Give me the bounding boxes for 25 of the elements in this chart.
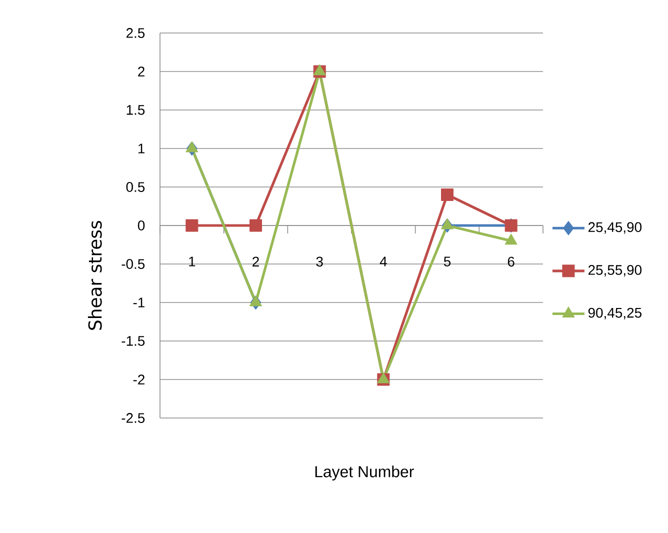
y-tick-label: -1 (133, 298, 144, 308)
legend-label: 25,55,90 (588, 265, 642, 277)
y-tick-label: -2 (133, 374, 144, 384)
x-tick-label: 1 (189, 256, 196, 266)
legend-label: 25,45,90 (588, 222, 642, 234)
x-axis-title: Layet Number (315, 466, 414, 480)
y-tick-label: 1.5 (126, 105, 145, 115)
x-tick-label: 6 (508, 256, 514, 267)
y-tick-label: -1.5 (122, 336, 145, 346)
y-tick-label: 1 (138, 144, 144, 154)
point (441, 188, 454, 201)
point (186, 219, 198, 232)
x-tick-label: 4 (380, 256, 387, 266)
y-tick-label: 2.5 (126, 28, 145, 38)
y-tick-label: 0 (138, 220, 145, 230)
y-tick-label: -2.5 (122, 413, 145, 423)
legend-label: 90,45,25 (588, 308, 642, 320)
x-tick-label: 5 (444, 256, 451, 266)
y-axis-title: Shear stress (88, 220, 102, 330)
y-tick-label: 0.5 (126, 182, 145, 192)
y-tick-label: -0.5 (122, 259, 145, 269)
x-tick-label: 2 (252, 256, 259, 266)
y-tick-label: 2 (138, 66, 144, 76)
point (250, 219, 262, 232)
x-tick-label: 3 (316, 256, 323, 267)
